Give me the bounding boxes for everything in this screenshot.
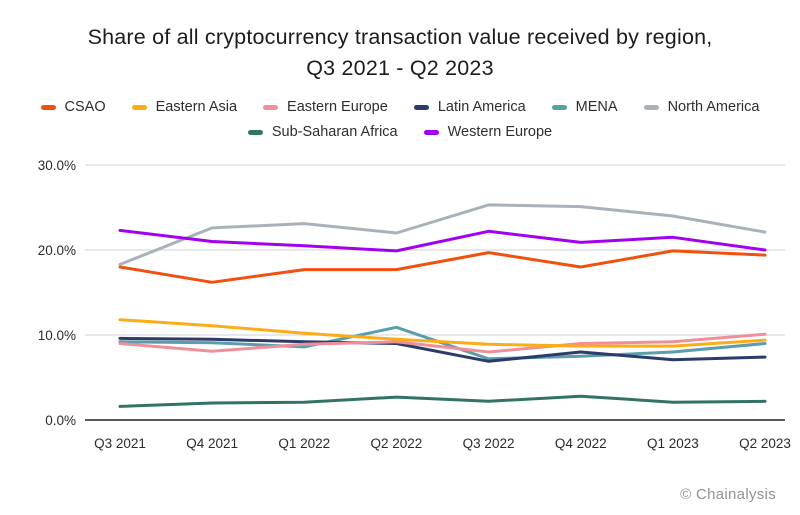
chart-title-line-1: Share of all cryptocurrency transaction … [87,25,713,49]
legend-swatch-icon [423,129,439,135]
legend-swatch-icon [551,104,567,110]
x-tick-label: Q3 2022 [463,436,515,451]
series-line-latin-america [118,336,767,363]
legend-item-north-america[interactable]: North America [643,99,760,116]
legend-swatch-icon [643,104,659,110]
legend-label: Latin America [437,99,526,116]
x-tick-label: Q4 2022 [555,436,607,451]
series-line-sub-saharan-africa [118,394,767,408]
legend-label: North America [667,99,760,116]
attribution: © Chainalysis [680,486,776,503]
legend-item-western-europe[interactable]: Western Europe [423,124,553,141]
legend-label: MENA [575,99,618,116]
legend-item-sub-saharan-africa[interactable]: Sub-Saharan Africa [247,124,398,141]
legend-label: Eastern Asia [155,99,238,116]
chart-title: Share of all cryptocurrency transaction … [0,0,800,83]
legend-swatch-icon [247,129,263,135]
y-tick-label: 0.0% [45,413,76,428]
series-line-north-america [118,203,767,266]
legend-item-csao[interactable]: CSAO [40,99,106,116]
x-tick-label: Q2 2023 [739,436,791,451]
chart-area: 0.0% 10.0% 20.0% 30.0% Q3 2021 Q4 2021 Q1 2022… [0,150,800,475]
legend: CSAO Eastern Asia Eastern Europe Latin Amer… [22,99,778,140]
series-line-eastern-europe [118,332,767,354]
legend-label: CSAO [64,99,106,116]
chart-title-line-2: Q3 2021 - Q2 2023 [306,55,494,80]
legend-label: Eastern Europe [287,99,388,116]
x-tick-label: Q1 2022 [278,436,330,451]
legend-swatch-icon [263,104,279,110]
legend-swatch-icon [413,104,429,110]
x-tick-label: Q2 2022 [371,436,423,451]
x-tick-label: Q3 2021 [94,436,146,451]
x-tick-label: Q1 2023 [647,436,699,451]
series-line-eastern-asia [118,318,767,348]
series-line-csao [118,249,767,284]
y-tick-label: 10.0% [38,328,76,343]
y-tick-label: 20.0% [38,243,76,258]
chart-canvas: 0.0% 10.0% 20.0% 30.0% Q3 2021 Q4 2021 Q1 2022… [38,158,791,451]
legend-item-eastern-asia[interactable]: Eastern Asia [131,99,238,116]
legend-label: Sub-Saharan Africa [271,124,398,141]
legend-swatch-icon [40,104,56,110]
legend-item-mena[interactable]: MENA [551,99,618,116]
series-line-western-europe [118,228,767,253]
x-tick-label: Q4 2021 [186,436,238,451]
legend-swatch-icon [131,104,147,110]
legend-item-eastern-europe[interactable]: Eastern Europe [263,99,388,115]
legend-item-latin-america[interactable]: Latin America [413,99,526,116]
y-tick-label: 30.0% [38,158,76,173]
legend-label: Western Europe [447,124,553,141]
